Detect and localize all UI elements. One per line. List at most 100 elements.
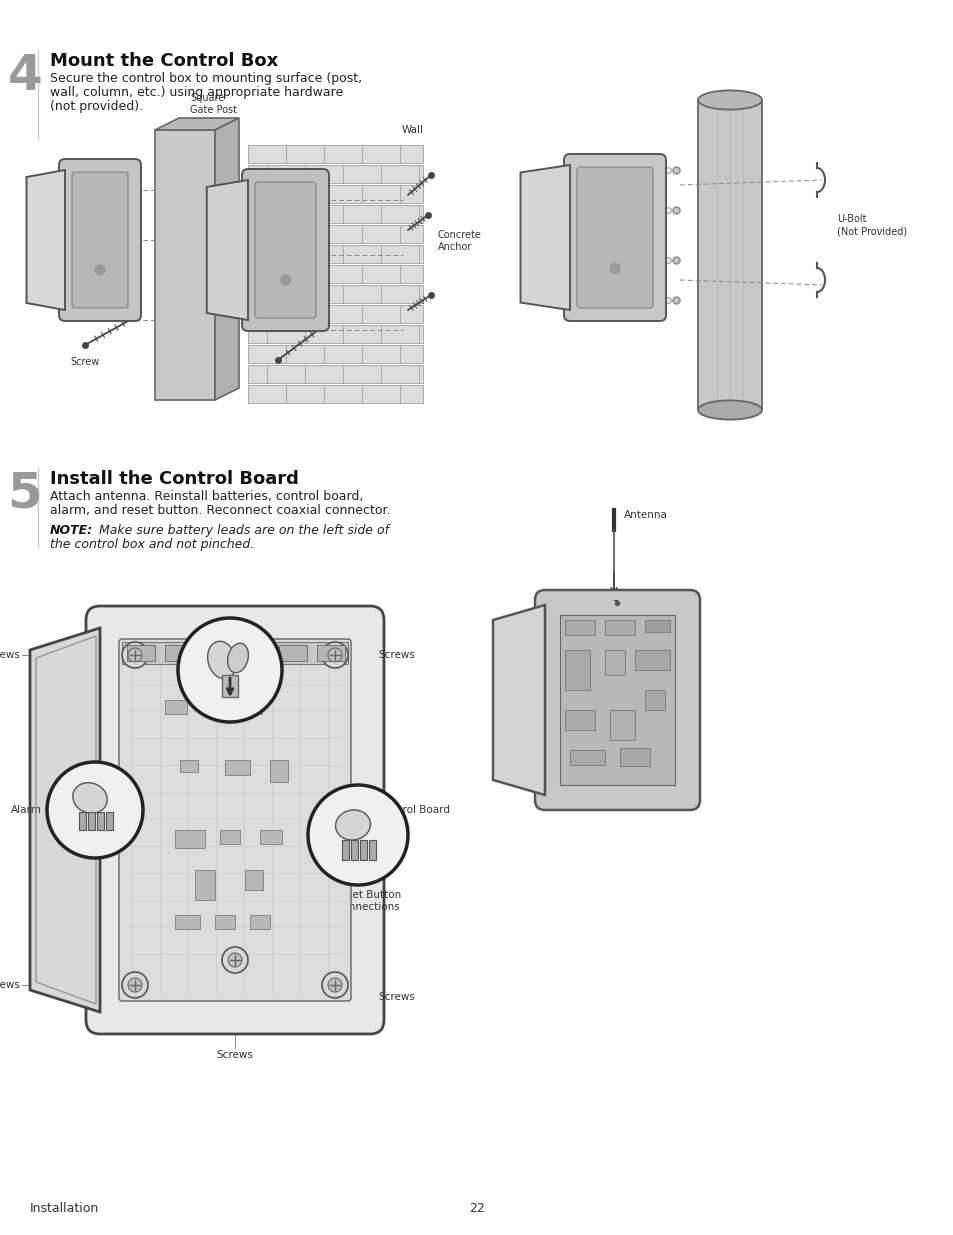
Text: (not provided).: (not provided).	[50, 100, 143, 112]
Bar	[305, 245, 343, 263]
Bar	[286, 185, 324, 203]
Text: Screws: Screws	[0, 650, 20, 659]
Polygon shape	[207, 180, 248, 320]
Bar	[418, 245, 422, 263]
Circle shape	[122, 972, 148, 998]
Bar	[418, 366, 422, 383]
Text: Secure the control box to mounting surface (post,: Secure the control box to mounting surfa…	[50, 72, 362, 85]
Bar	[324, 385, 361, 403]
Bar	[278, 645, 307, 661]
Bar	[361, 185, 399, 203]
Bar	[343, 325, 380, 343]
Text: wall, column, etc.) using appropriate hardware: wall, column, etc.) using appropriate ha…	[50, 86, 343, 99]
FancyBboxPatch shape	[71, 172, 128, 308]
Bar	[248, 385, 286, 403]
Bar	[644, 620, 669, 632]
Bar	[324, 225, 361, 243]
Text: the control box and not pinched.: the control box and not pinched.	[50, 538, 254, 551]
FancyBboxPatch shape	[59, 159, 141, 321]
Circle shape	[222, 947, 248, 973]
Bar	[248, 165, 267, 183]
Bar	[380, 366, 418, 383]
Circle shape	[122, 642, 148, 668]
Bar	[267, 205, 305, 224]
FancyBboxPatch shape	[119, 638, 351, 1002]
Bar	[559, 615, 675, 785]
Circle shape	[228, 953, 242, 967]
Bar	[564, 650, 589, 690]
Bar	[324, 185, 361, 203]
Bar	[305, 165, 343, 183]
Bar	[343, 165, 380, 183]
Circle shape	[95, 266, 105, 275]
Bar	[399, 185, 422, 203]
Bar	[644, 690, 664, 710]
Bar	[127, 645, 154, 661]
Bar	[248, 266, 286, 283]
Bar	[270, 760, 288, 782]
Circle shape	[328, 648, 341, 662]
Bar	[79, 811, 86, 830]
Bar	[359, 840, 367, 860]
Bar	[214, 915, 234, 929]
Bar	[97, 811, 104, 830]
Bar	[220, 830, 240, 844]
Text: Make sure battery leads are on the left side of: Make sure battery leads are on the left …	[95, 524, 389, 537]
Text: Reset Button
Connections: Reset Button Connections	[334, 890, 401, 913]
Text: Concrete
Anchor: Concrete Anchor	[437, 230, 481, 252]
Circle shape	[128, 648, 142, 662]
Bar	[200, 700, 222, 714]
Bar	[286, 144, 324, 163]
Polygon shape	[27, 170, 65, 310]
Ellipse shape	[72, 783, 107, 814]
Text: 22: 22	[469, 1202, 484, 1215]
Ellipse shape	[698, 90, 761, 110]
Circle shape	[328, 978, 341, 992]
Bar	[241, 645, 269, 661]
Text: Coaxial
Connector: Coaxial Connector	[287, 648, 340, 671]
Bar	[248, 185, 286, 203]
Bar	[361, 385, 399, 403]
Circle shape	[128, 978, 142, 992]
Bar	[250, 915, 270, 929]
Bar	[267, 366, 305, 383]
Bar	[343, 245, 380, 263]
Bar	[635, 650, 669, 671]
Text: Control Board: Control Board	[377, 805, 450, 815]
Text: Mount the Control Box: Mount the Control Box	[50, 52, 278, 70]
Bar	[324, 345, 361, 363]
Bar	[343, 285, 380, 303]
Circle shape	[322, 972, 348, 998]
Bar	[286, 385, 324, 403]
Text: 4: 4	[8, 52, 42, 100]
Bar	[180, 760, 198, 772]
Circle shape	[178, 618, 282, 722]
Bar	[569, 750, 604, 764]
Bar	[165, 645, 193, 661]
Bar	[361, 225, 399, 243]
Bar	[698, 100, 761, 410]
Bar	[248, 205, 267, 224]
Bar	[88, 811, 95, 830]
Text: Screws: Screws	[216, 1050, 253, 1060]
Bar	[380, 165, 418, 183]
Ellipse shape	[698, 400, 761, 420]
FancyBboxPatch shape	[86, 606, 384, 1034]
Bar	[418, 205, 422, 224]
Bar	[248, 345, 286, 363]
Bar	[351, 840, 357, 860]
Circle shape	[47, 762, 143, 858]
Bar	[248, 225, 286, 243]
Bar	[399, 225, 422, 243]
Bar	[305, 205, 343, 224]
Bar	[222, 676, 237, 697]
Bar	[380, 205, 418, 224]
Circle shape	[280, 275, 291, 285]
Bar	[604, 620, 635, 635]
Text: Screws: Screws	[0, 981, 20, 990]
Text: Installation: Installation	[30, 1202, 99, 1215]
Bar	[564, 710, 595, 730]
FancyBboxPatch shape	[254, 182, 315, 317]
Bar	[361, 305, 399, 324]
Text: Screw: Screw	[71, 357, 99, 367]
